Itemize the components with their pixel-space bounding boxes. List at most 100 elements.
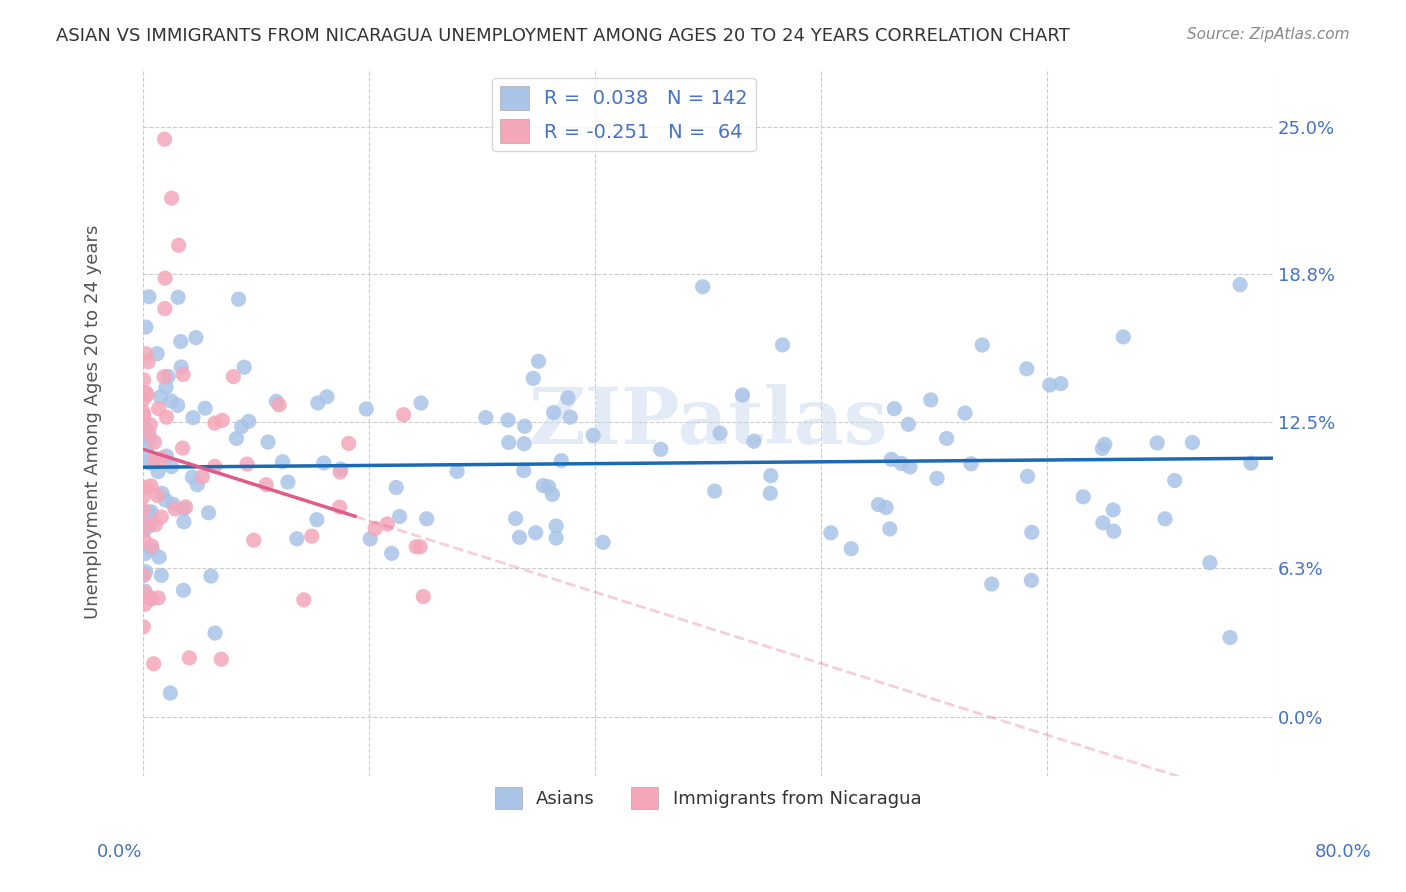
Point <box>1021 574 1043 588</box>
Point <box>897 417 920 432</box>
Point <box>385 480 408 494</box>
Point <box>544 531 567 545</box>
Point <box>134 424 156 438</box>
Point <box>980 577 1002 591</box>
Point <box>134 385 156 400</box>
Point <box>228 292 250 306</box>
Point <box>204 459 226 474</box>
Point <box>925 471 948 485</box>
Point <box>135 442 157 457</box>
Point <box>364 522 387 536</box>
Point <box>155 493 177 508</box>
Point <box>136 355 159 369</box>
Point <box>150 510 173 524</box>
Point <box>184 330 207 344</box>
Point <box>316 390 339 404</box>
Point <box>329 500 352 515</box>
Point <box>138 290 160 304</box>
Point <box>312 456 335 470</box>
Point <box>141 542 163 557</box>
Point <box>138 425 160 440</box>
Point <box>375 516 398 531</box>
Point <box>759 486 782 500</box>
Point <box>134 567 156 582</box>
Point <box>159 686 181 700</box>
Point <box>148 591 170 605</box>
Point <box>731 388 754 402</box>
Point <box>135 480 157 494</box>
Point <box>935 432 957 446</box>
Point <box>1050 376 1073 391</box>
Point <box>135 347 157 361</box>
Point <box>498 435 520 450</box>
Point <box>301 529 323 543</box>
Point <box>172 441 194 455</box>
Point <box>136 516 159 531</box>
Point <box>153 301 176 316</box>
Point <box>146 465 169 479</box>
Point <box>132 417 155 432</box>
Point <box>135 320 157 334</box>
Point <box>292 592 315 607</box>
Point <box>381 546 404 560</box>
Point <box>145 517 167 532</box>
Point <box>1091 442 1114 456</box>
Point <box>139 591 162 605</box>
Legend: Asians, Immigrants from Nicaragua: Asians, Immigrants from Nicaragua <box>488 780 928 816</box>
Point <box>277 475 299 489</box>
Point <box>527 354 550 368</box>
Point <box>172 583 194 598</box>
Point <box>204 626 226 640</box>
Point <box>759 468 782 483</box>
Point <box>898 459 921 474</box>
Point <box>307 396 329 410</box>
Point <box>194 401 217 416</box>
Point <box>742 434 765 449</box>
Point <box>513 419 536 434</box>
Point <box>650 442 672 457</box>
Point <box>359 532 381 546</box>
Point <box>132 568 155 582</box>
Point <box>1102 503 1125 517</box>
Point <box>174 500 197 514</box>
Point <box>703 484 725 499</box>
Point <box>157 369 180 384</box>
Point <box>1015 361 1038 376</box>
Point <box>692 279 714 293</box>
Point <box>508 530 530 544</box>
Point <box>474 410 496 425</box>
Point <box>160 394 183 409</box>
Point <box>225 431 247 445</box>
Point <box>242 533 264 548</box>
Point <box>153 369 176 384</box>
Point <box>167 238 190 252</box>
Point <box>132 532 155 546</box>
Point <box>155 380 177 394</box>
Point <box>167 290 190 304</box>
Point <box>139 417 162 432</box>
Point <box>132 524 155 538</box>
Point <box>537 480 560 494</box>
Point <box>139 479 162 493</box>
Point <box>839 541 862 556</box>
Point <box>543 406 565 420</box>
Point <box>560 410 582 425</box>
Point <box>512 464 534 478</box>
Point <box>541 487 564 501</box>
Point <box>166 398 188 412</box>
Point <box>181 410 204 425</box>
Point <box>136 455 159 469</box>
Point <box>160 459 183 474</box>
Point <box>285 532 308 546</box>
Point <box>557 391 579 405</box>
Point <box>412 590 434 604</box>
Point <box>305 513 328 527</box>
Point <box>135 565 157 579</box>
Point <box>890 457 912 471</box>
Point <box>132 503 155 517</box>
Point <box>592 535 614 549</box>
Point <box>233 360 256 375</box>
Point <box>405 540 427 554</box>
Point <box>150 486 173 500</box>
Point <box>446 465 468 479</box>
